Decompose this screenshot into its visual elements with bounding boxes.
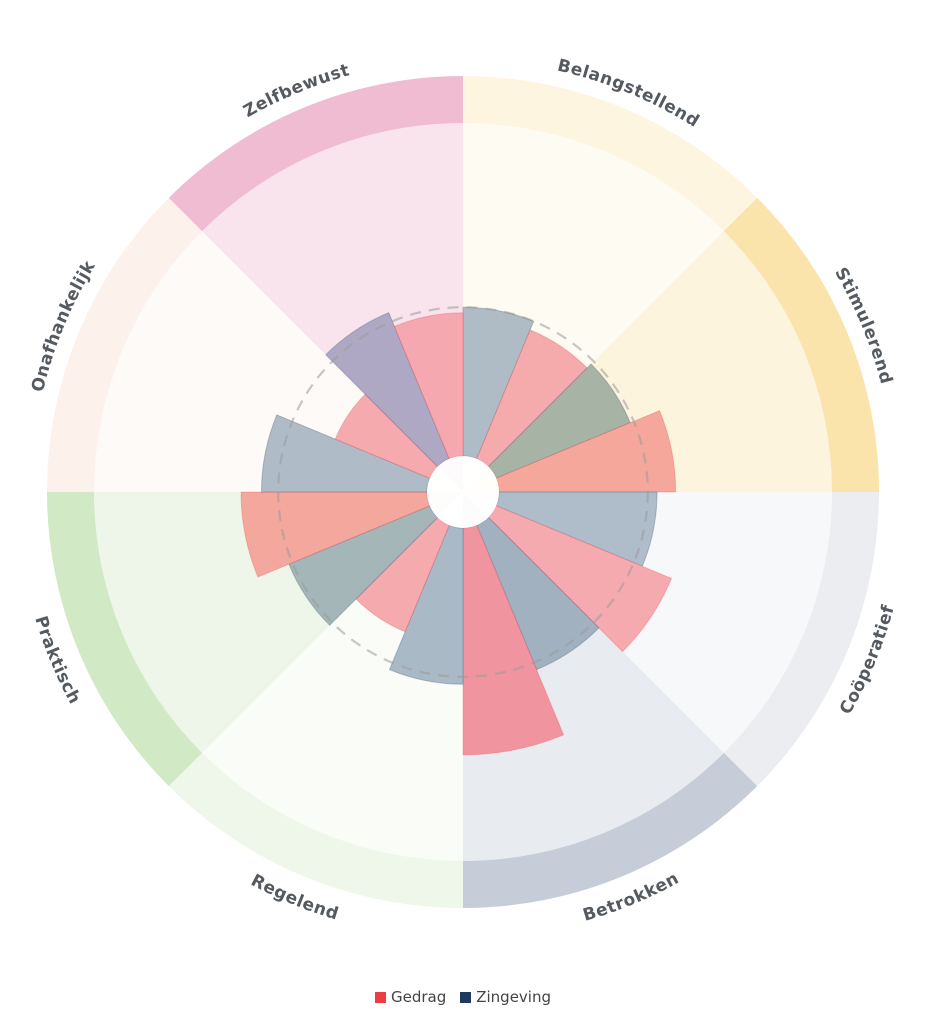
legend-label-gedrag: Gedrag [390,988,447,1006]
legend-swatch-zingeving [460,991,472,1003]
legend-item-gedrag[interactable]: Gedrag [374,988,447,1006]
legend-label-zingeving: Zingeving [476,988,552,1006]
legend-item-zingeving[interactable]: Zingeving [460,988,551,1006]
data-bars [240,306,677,756]
segment-band-betrokken [463,752,758,908]
segment-band-stimulerend [723,197,879,493]
segment-band-praktisch [47,492,203,787]
reference-circle [277,306,649,678]
segment-band-regelend [168,752,464,908]
bar-gedrag-5[interactable] [487,505,673,653]
segment-band-coperatief [723,492,879,787]
bar-gedrag-11[interactable] [240,491,431,578]
segment-band-belangstellend [463,76,758,232]
segment-band-zelfbewust [168,75,464,232]
center-hole [427,456,499,528]
segment-band-onafhankelijk [47,197,203,493]
legend-swatch-gedrag [374,991,386,1003]
legend: Gedrag Zingeving [0,988,926,1006]
reference-ring [277,306,649,678]
bar-gedrag-7[interactable] [462,524,565,756]
